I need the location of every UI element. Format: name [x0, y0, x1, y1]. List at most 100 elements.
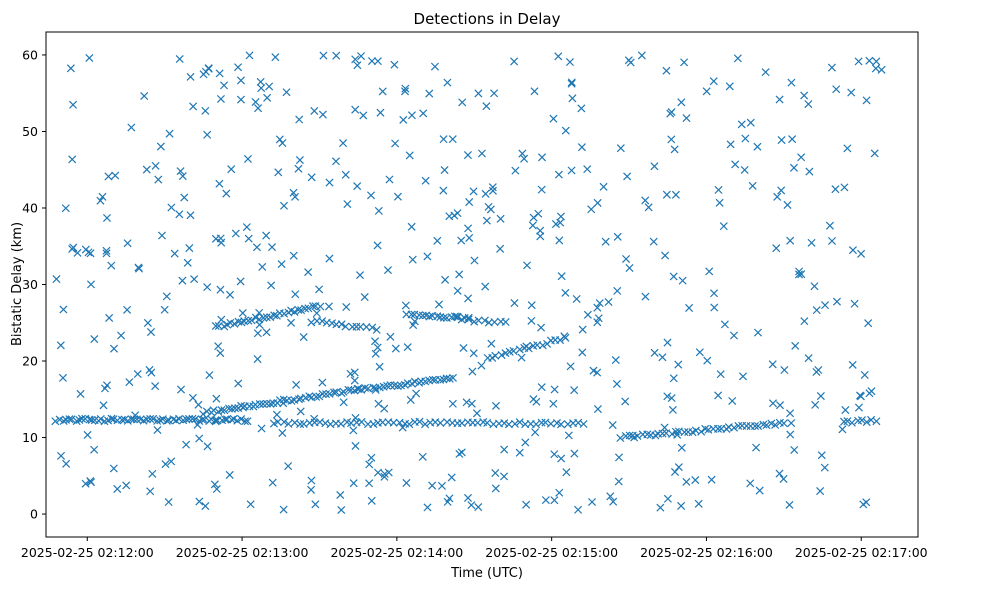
detection-point — [609, 497, 618, 506]
detection-point — [357, 385, 366, 394]
detection-point — [812, 306, 821, 315]
detection-point — [854, 57, 863, 66]
detection-point — [522, 261, 532, 270]
detection-point — [224, 404, 234, 413]
detection-point — [527, 301, 536, 310]
detection-point — [625, 431, 634, 440]
detection-point — [132, 415, 141, 424]
detection-point — [840, 183, 849, 192]
detection-point — [578, 325, 587, 334]
detection-point — [550, 450, 559, 459]
detection-point — [318, 317, 327, 326]
detection-point — [628, 431, 637, 440]
detection-point — [522, 500, 531, 509]
detection-point — [403, 343, 412, 352]
detection-point — [351, 105, 360, 114]
detection-point — [373, 468, 382, 477]
detection-point — [551, 220, 560, 229]
detection-point — [532, 420, 541, 429]
detection-point — [407, 111, 416, 120]
detection-point — [371, 349, 380, 358]
detection-point — [318, 110, 327, 119]
detection-point — [296, 420, 305, 429]
detection-point — [500, 445, 509, 454]
detection-point — [577, 104, 586, 113]
detection-point — [436, 418, 445, 427]
detection-point — [188, 393, 197, 402]
detection-point — [325, 254, 334, 263]
detection-point — [463, 493, 473, 502]
detection-point — [266, 313, 275, 322]
detection-point — [305, 392, 314, 401]
detection-point — [233, 63, 243, 72]
detection-point — [462, 398, 471, 407]
detection-point — [810, 282, 819, 291]
detection-point — [102, 213, 112, 223]
detection-point — [537, 185, 546, 194]
detection-point — [153, 416, 162, 425]
detection-point — [450, 312, 459, 321]
detection-point — [753, 142, 762, 151]
detection-point — [399, 115, 408, 124]
detection-point — [146, 328, 156, 337]
detection-point — [148, 469, 157, 478]
detection-point — [401, 301, 410, 310]
detection-point — [247, 316, 256, 325]
detection-point — [541, 496, 550, 505]
y-tick-label: 10 — [22, 430, 38, 445]
detection-point — [76, 389, 85, 398]
detection-point — [666, 109, 675, 118]
detection-point — [789, 163, 799, 172]
detection-point — [430, 62, 439, 71]
detection-point — [459, 343, 468, 353]
detection-point — [483, 418, 492, 427]
detection-point — [406, 395, 415, 404]
detection-point — [773, 192, 782, 201]
detection-point — [231, 229, 240, 238]
detection-point — [294, 305, 303, 314]
detection-point — [537, 383, 546, 392]
detection-point — [107, 414, 116, 423]
detection-point — [273, 417, 282, 426]
detection-point — [180, 193, 189, 202]
detection-point — [537, 153, 547, 162]
detection-point — [234, 379, 243, 388]
detection-point — [481, 189, 490, 198]
detection-point — [402, 478, 411, 487]
detection-point — [441, 275, 450, 284]
detection-point — [321, 390, 331, 399]
detection-point — [216, 94, 225, 104]
detection-point — [280, 417, 289, 427]
detection-point — [501, 318, 510, 327]
detection-point — [663, 392, 672, 401]
detection-point — [434, 300, 444, 309]
detection-point — [557, 454, 566, 463]
detection-point — [470, 256, 479, 265]
detection-point — [262, 399, 271, 408]
detection-point — [393, 382, 402, 391]
detection-point — [482, 102, 491, 111]
detection-point — [319, 51, 328, 60]
detection-point — [217, 406, 226, 415]
detection-point — [421, 176, 430, 185]
detection-point — [287, 318, 296, 327]
detection-point — [847, 418, 856, 427]
detection-point — [380, 404, 389, 413]
detection-point — [375, 362, 384, 371]
detection-point — [270, 311, 279, 320]
detection-point — [761, 68, 770, 77]
detection-point — [442, 374, 451, 383]
x-tick-label: 2025-02-25 02:12:00 — [21, 545, 154, 560]
detection-point — [339, 387, 348, 396]
detection-point — [339, 139, 348, 148]
detection-point — [832, 297, 841, 306]
detection-point — [279, 505, 288, 514]
detection-point — [203, 283, 212, 292]
detection-point — [786, 430, 795, 439]
detection-point — [186, 211, 195, 220]
detection-point — [212, 485, 221, 494]
detection-point — [291, 290, 300, 299]
detection-point — [86, 280, 96, 289]
detection-point — [612, 379, 621, 388]
detection-point — [650, 348, 659, 357]
